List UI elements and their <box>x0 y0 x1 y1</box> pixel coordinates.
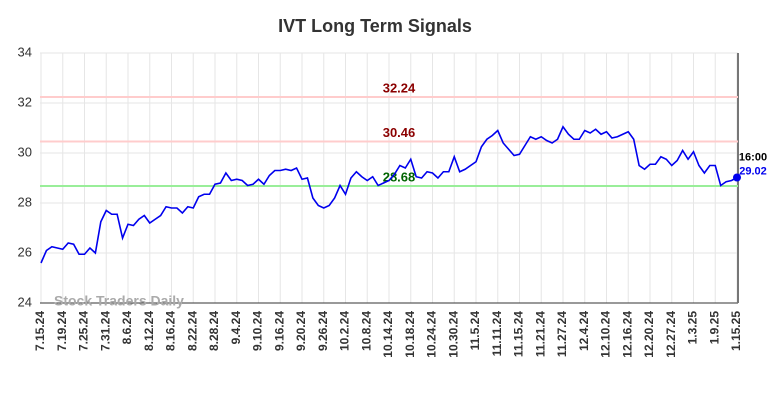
y-tick-label: 34 <box>18 44 32 59</box>
watermark: Stock Traders Daily <box>54 293 184 309</box>
y-tick-label: 28 <box>18 194 32 209</box>
x-tick-label: 7.19.24 <box>55 311 69 351</box>
x-tick-label: 8.12.24 <box>142 311 156 351</box>
x-tick-label: 9.26.24 <box>316 311 330 351</box>
x-tick-label: 10.24.24 <box>425 311 439 358</box>
x-tick-label: 1.9.25 <box>707 311 721 345</box>
x-tick-label: 12.20.24 <box>642 311 656 358</box>
x-tick-label: 7.25.24 <box>77 311 91 351</box>
price-line <box>40 125 738 264</box>
x-tick-label: 9.20.24 <box>294 311 308 351</box>
x-tick-label: 11.11.24 <box>490 311 504 357</box>
x-tick-label: 12.16.24 <box>620 311 634 358</box>
y-tick-label: 24 <box>18 294 32 309</box>
y-tick-label: 30 <box>18 144 32 159</box>
x-tick-label: 10.8.24 <box>359 311 373 351</box>
x-tick-label: 10.2.24 <box>338 311 352 351</box>
x-tick-label: 1.15.25 <box>729 311 743 351</box>
x-tick-label: 9.16.24 <box>272 311 286 351</box>
x-tick-label: 8.6.24 <box>120 311 134 345</box>
x-tick-label: 7.31.24 <box>98 311 112 351</box>
y-tick-label: 32 <box>18 94 32 109</box>
signal-label: 28.68 <box>383 169 416 184</box>
x-tick-label: 10.30.24 <box>446 311 460 358</box>
x-tick-label: 8.22.24 <box>185 311 199 351</box>
x-tick-label: 12.10.24 <box>599 311 613 358</box>
signal-label: 30.46 <box>383 125 416 140</box>
x-tick-label: 9.10.24 <box>251 311 265 351</box>
x-tick-label: 9.4.24 <box>229 311 243 345</box>
x-tick-label: 10.18.24 <box>403 311 417 358</box>
x-tick-label: 11.15.24 <box>512 311 526 357</box>
x-tick-label: 10.14.24 <box>381 311 395 358</box>
last-time-label: 16:00 <box>739 151 767 163</box>
x-tick-label: 11.27.24 <box>555 311 569 357</box>
x-tick-label: 11.5.24 <box>468 311 482 351</box>
x-tick-label: 12.4.24 <box>577 311 591 351</box>
signal-label: 32.24 <box>383 80 416 95</box>
x-tick-label: 7.15.24 <box>33 311 47 351</box>
x-tick-label: 12.27.24 <box>664 311 678 358</box>
x-tick-label: 8.28.24 <box>207 311 221 351</box>
last-value-label: 29.02 <box>739 165 767 177</box>
chart-title: IVT Long Term Signals <box>278 16 472 36</box>
y-tick-label: 26 <box>18 244 32 259</box>
x-tick-label: 8.16.24 <box>164 311 178 351</box>
last-point <box>733 173 741 182</box>
x-tick-label: 11.21.24 <box>533 311 547 357</box>
x-tick-label: 1.3.25 <box>686 311 700 345</box>
